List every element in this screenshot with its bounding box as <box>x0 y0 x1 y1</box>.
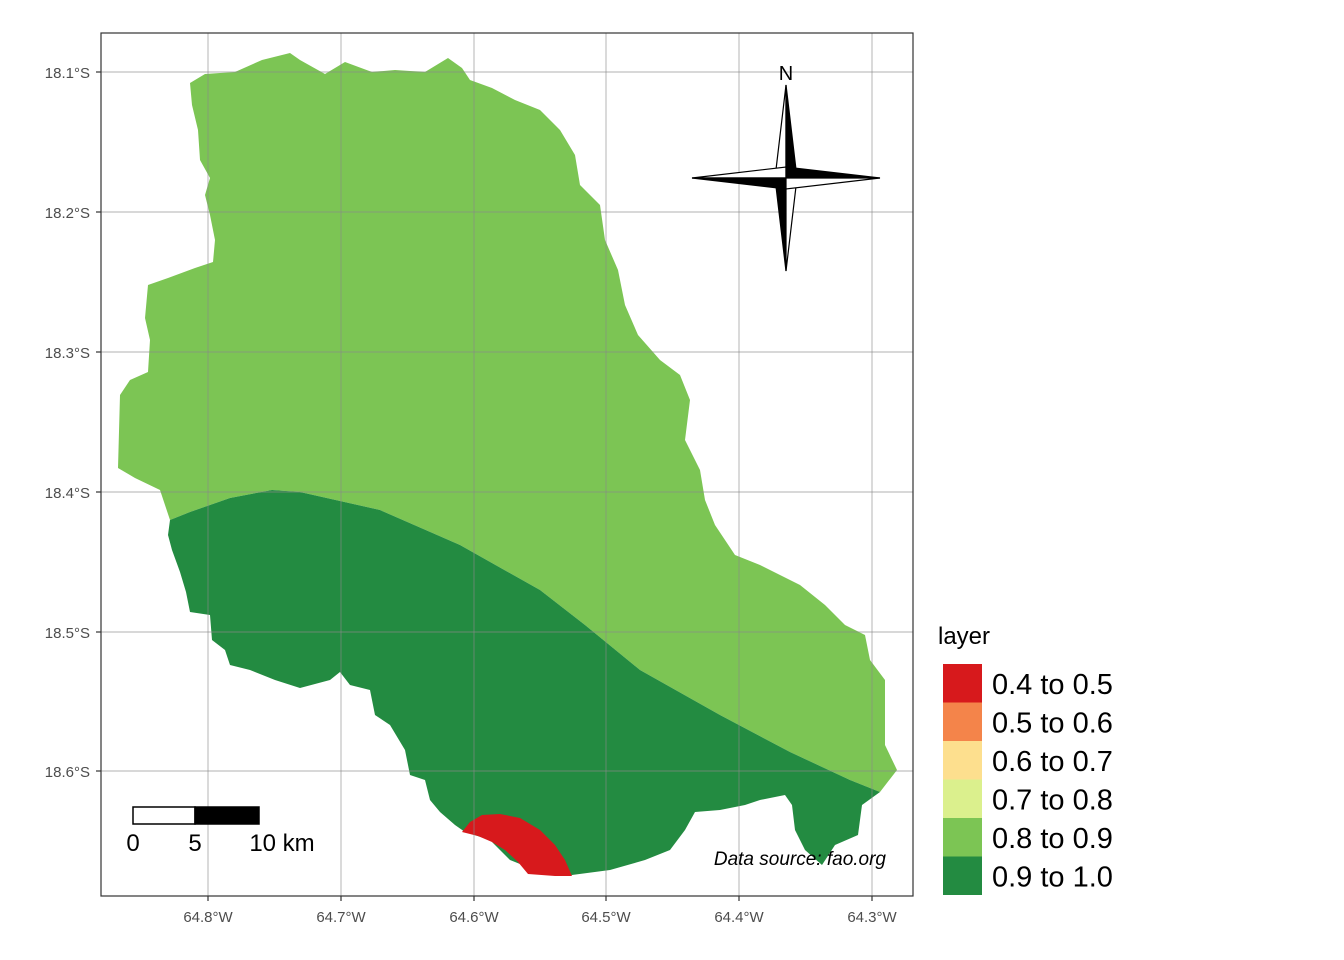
region-0.8-0.9 <box>118 53 897 792</box>
y-tick-label: 18.1°S <box>45 65 90 82</box>
north-arrow-icon: N <box>691 63 881 272</box>
legend-title: layer <box>938 623 990 650</box>
y-tick-label: 18.2°S <box>45 205 90 222</box>
legend-key-label: 0.5 to 0.6 <box>992 708 1113 740</box>
y-tick-label: 18.4°S <box>45 485 90 502</box>
x-tick-label: 64.3°W <box>847 909 897 926</box>
gridlines <box>101 33 913 896</box>
legend-key-swatch <box>943 818 982 857</box>
legend-key-swatch <box>943 741 982 780</box>
scale-label: 0 <box>126 830 139 857</box>
y-tick-label: 18.6°S <box>45 764 90 781</box>
north-label: N <box>779 63 793 85</box>
legend-key-label: 0.4 to 0.5 <box>992 669 1113 701</box>
scale-label: 5 <box>188 830 201 857</box>
data-source-caption: Data source: fao.org <box>714 849 887 870</box>
legend-key-swatch <box>943 702 982 741</box>
plot-border <box>100 32 914 897</box>
x-tick-label: 64.7°W <box>316 909 366 926</box>
legend: layer 0.4 to 0.5 0.5 to 0.6 0.6 to 0.7 0.7 … <box>938 623 1113 895</box>
scale-label: 10 km <box>249 830 314 857</box>
x-tick-label: 64.8°W <box>183 909 233 926</box>
scale-bar: 0 5 10 km <box>126 806 315 857</box>
x-tick-label: 64.5°W <box>581 909 631 926</box>
axis-ticks <box>96 71 873 901</box>
legend-key-label: 0.8 to 0.9 <box>992 823 1113 855</box>
y-tick-label: 18.3°S <box>45 345 90 362</box>
legend-key-swatch <box>943 856 982 895</box>
y-axis-labels: 18.1°S 18.2°S 18.3°S 18.4°S 18.5°S 18.6°… <box>45 65 90 781</box>
legend-key-swatch <box>943 664 982 703</box>
x-tick-label: 64.6°W <box>449 909 499 926</box>
legend-key-label: 0.9 to 1.0 <box>992 862 1113 894</box>
legend-key-swatch <box>943 779 982 818</box>
region-0.4-0.5 <box>462 814 572 876</box>
x-tick-label: 64.4°W <box>714 909 764 926</box>
y-tick-label: 18.5°S <box>45 625 90 642</box>
legend-key-label: 0.7 to 0.8 <box>992 785 1113 817</box>
x-axis-labels: 64.8°W 64.7°W 64.6°W 64.5°W 64.4°W 64.3°… <box>183 909 897 926</box>
legend-key-label: 0.6 to 0.7 <box>992 746 1113 778</box>
region-0.9-1.0 <box>168 490 880 875</box>
